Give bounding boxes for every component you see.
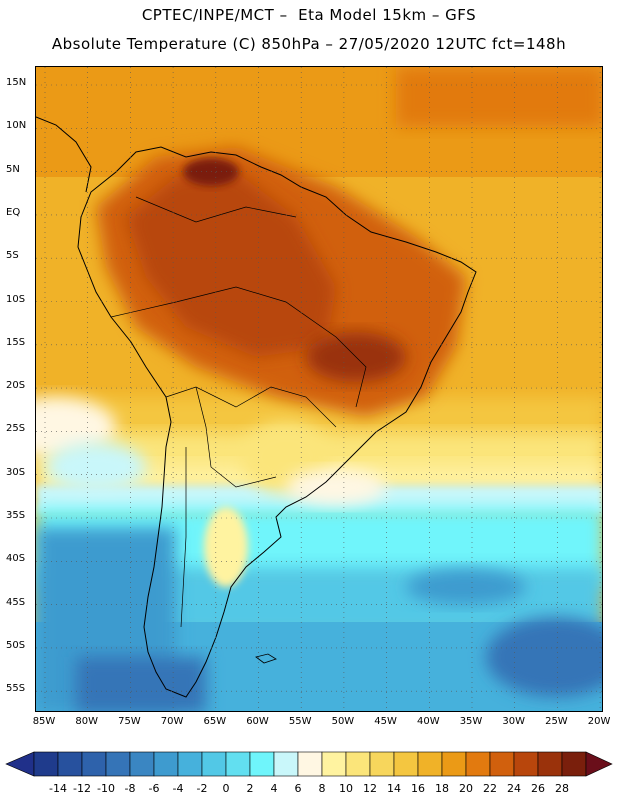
colorbar-tick-label: -8 xyxy=(124,782,136,795)
colorbar-tick-label: -6 xyxy=(148,782,160,795)
colorbar-segment xyxy=(273,751,299,777)
colorbar-segment xyxy=(297,751,323,777)
lon-label: 30W xyxy=(502,716,525,727)
colorbar-tick-label: 16 xyxy=(411,782,425,795)
colorbar-tick-label: 18 xyxy=(435,782,449,795)
lat-label: 50S xyxy=(6,639,26,651)
map-field-svg xyxy=(36,67,602,711)
colorbar-tick-label: 0 xyxy=(222,782,230,795)
field-mild-south-brazil xyxy=(286,469,386,505)
colorbar-segment xyxy=(441,751,467,777)
lon-label: 65W xyxy=(203,716,227,727)
lon-label: 55W xyxy=(288,716,312,727)
colorbar-segment xyxy=(489,751,515,777)
lon-label: 25W xyxy=(545,716,568,727)
lon-label: 75W xyxy=(118,716,141,727)
colorbar-tick-label: 10 xyxy=(339,782,353,795)
lon-label: 60W xyxy=(246,716,269,727)
lon-label: 35W xyxy=(459,716,483,727)
lat-label: 15S xyxy=(6,336,26,348)
colorbar-segment xyxy=(537,751,563,777)
colorbar-over-arrow xyxy=(585,751,613,777)
chart-title-line2: Absolute Temperature (C) 850hPa – 27/05/… xyxy=(51,35,567,53)
continent-outline xyxy=(77,146,477,698)
colorbar-segment xyxy=(81,751,107,777)
colorbar-segment xyxy=(345,751,371,777)
field-mild-argentina xyxy=(204,507,248,587)
colorbar-tick-label: 20 xyxy=(459,782,473,795)
colorbar-segment xyxy=(177,751,203,777)
colorbar-tick-label: -10 xyxy=(97,782,115,795)
falklands-outline xyxy=(255,653,277,664)
lat-label: 10S xyxy=(6,293,26,305)
colorbar-under-arrow xyxy=(5,751,35,777)
lat-label: 10N xyxy=(6,120,27,132)
lat-label: 30S xyxy=(6,466,26,478)
lat-label: 15N xyxy=(6,77,27,88)
colorbar-tick-label: 26 xyxy=(531,782,545,795)
colorbar-tick-label: -12 xyxy=(73,782,91,795)
field-hottest-venezuela xyxy=(183,158,239,186)
border-bolivia xyxy=(165,386,337,428)
field-cold-sw xyxy=(76,657,206,711)
colorbar-segment xyxy=(417,751,443,777)
lat-label: 35S xyxy=(6,510,26,521)
lon-label: 40W xyxy=(416,716,440,727)
border-north xyxy=(135,196,297,223)
border-paraguay xyxy=(195,386,277,488)
colorbar-tick-label: 2 xyxy=(246,782,254,795)
lon-label: 45W xyxy=(374,716,397,727)
field-cool-pacific xyxy=(46,442,146,492)
colorbar-segment xyxy=(153,751,179,777)
lon-label: 85W xyxy=(32,716,56,727)
colorbar-segment xyxy=(105,751,131,777)
colorbar-segment xyxy=(369,751,395,777)
lon-label: 80W xyxy=(75,716,98,727)
colorbar xyxy=(5,751,613,777)
colorbar-segment xyxy=(33,751,59,777)
lat-label: 5N xyxy=(6,163,20,175)
colorbar-tick-label: 14 xyxy=(387,782,401,795)
colorbar-segment xyxy=(249,751,275,777)
field-mild-pacific xyxy=(36,397,116,457)
central-america-outline xyxy=(36,116,92,193)
colorbar-segment xyxy=(225,751,251,777)
lat-label: 25S xyxy=(6,423,26,435)
lat-label: 20S xyxy=(6,380,26,392)
colorbar-tick-label: 6 xyxy=(294,782,302,795)
colorbar-tick-label: 12 xyxy=(363,782,377,795)
lat-label: 45S xyxy=(6,596,26,608)
field-warm-ne xyxy=(396,67,602,127)
colorbar-segment xyxy=(321,751,347,777)
colorbar-segment xyxy=(201,751,227,777)
border-amazon xyxy=(110,286,367,408)
chart-title-line1: CPTEC/INPE/MCT – Eta Model 15km – GFS xyxy=(141,6,477,24)
lat-label: EQ xyxy=(6,206,21,218)
field-hot-core xyxy=(126,172,336,357)
colorbar-segment xyxy=(561,751,587,777)
colorbar-segment xyxy=(393,751,419,777)
field-cold-se xyxy=(486,617,602,697)
lon-label: 20W xyxy=(587,716,611,727)
temperature-map xyxy=(35,66,603,712)
field-cold-mid xyxy=(406,569,526,605)
colorbar-segment xyxy=(465,751,491,777)
border-chile-argentina xyxy=(180,447,187,628)
colorbar-segment xyxy=(57,751,83,777)
colorbar-tick-label: -2 xyxy=(196,782,208,795)
colorbar-tick-label: 8 xyxy=(318,782,326,795)
lon-label: 50W xyxy=(331,716,355,727)
lat-label: 55S xyxy=(6,683,26,695)
colorbar-tick-label: 4 xyxy=(270,782,278,795)
colorbar-segment xyxy=(513,751,539,777)
colorbar-tick-label: 24 xyxy=(507,782,521,795)
colorbar-tick-label: -14 xyxy=(49,782,67,795)
lat-label: 5S xyxy=(6,250,19,262)
colorbar-tick-label: 22 xyxy=(483,782,497,795)
colorbar-tick-label: -4 xyxy=(172,782,184,795)
colorbar-segment xyxy=(129,751,155,777)
colorbar-tick-label: 28 xyxy=(555,782,569,795)
lon-label: 70W xyxy=(160,716,184,727)
lat-label: 40S xyxy=(6,553,26,565)
